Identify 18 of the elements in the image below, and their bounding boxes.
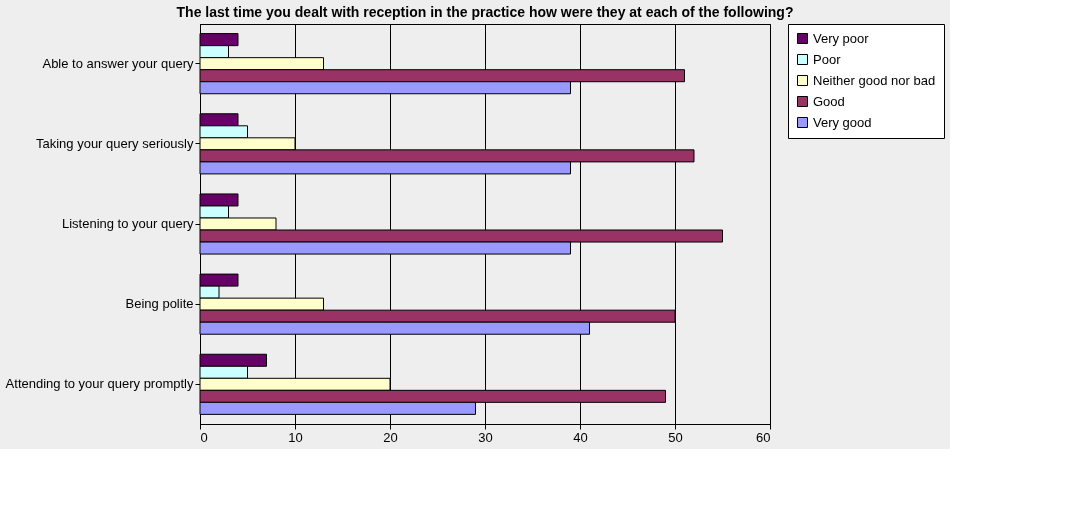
y-tick-label: Being polite xyxy=(125,296,194,312)
legend-label: Very poor xyxy=(813,30,870,46)
chart-title: The last time you dealt with reception in the practice how were they at each of the following? xyxy=(176,3,794,20)
y-tick-label: Taking your query seriously xyxy=(35,135,194,151)
legend-label: Poor xyxy=(813,51,842,67)
legend-label: Very good xyxy=(813,114,872,130)
y-tick-label: Attending to your query promptly xyxy=(5,376,194,392)
legend-label: Neither good nor bad xyxy=(813,72,936,88)
x-tick-label: 20 xyxy=(383,429,398,445)
x-tick-label: 10 xyxy=(288,429,303,445)
x-tick-label: 30 xyxy=(478,429,493,445)
x-tick-label: 0 xyxy=(200,429,208,445)
x-tick-label: 40 xyxy=(573,429,588,445)
x-tick-label: 50 xyxy=(668,429,683,445)
y-tick-label: Able to answer your query xyxy=(42,55,194,71)
x-tick-label: 60 xyxy=(756,429,771,445)
y-tick-label: Listening to your query xyxy=(61,216,194,231)
legend-label: Good xyxy=(813,93,845,109)
